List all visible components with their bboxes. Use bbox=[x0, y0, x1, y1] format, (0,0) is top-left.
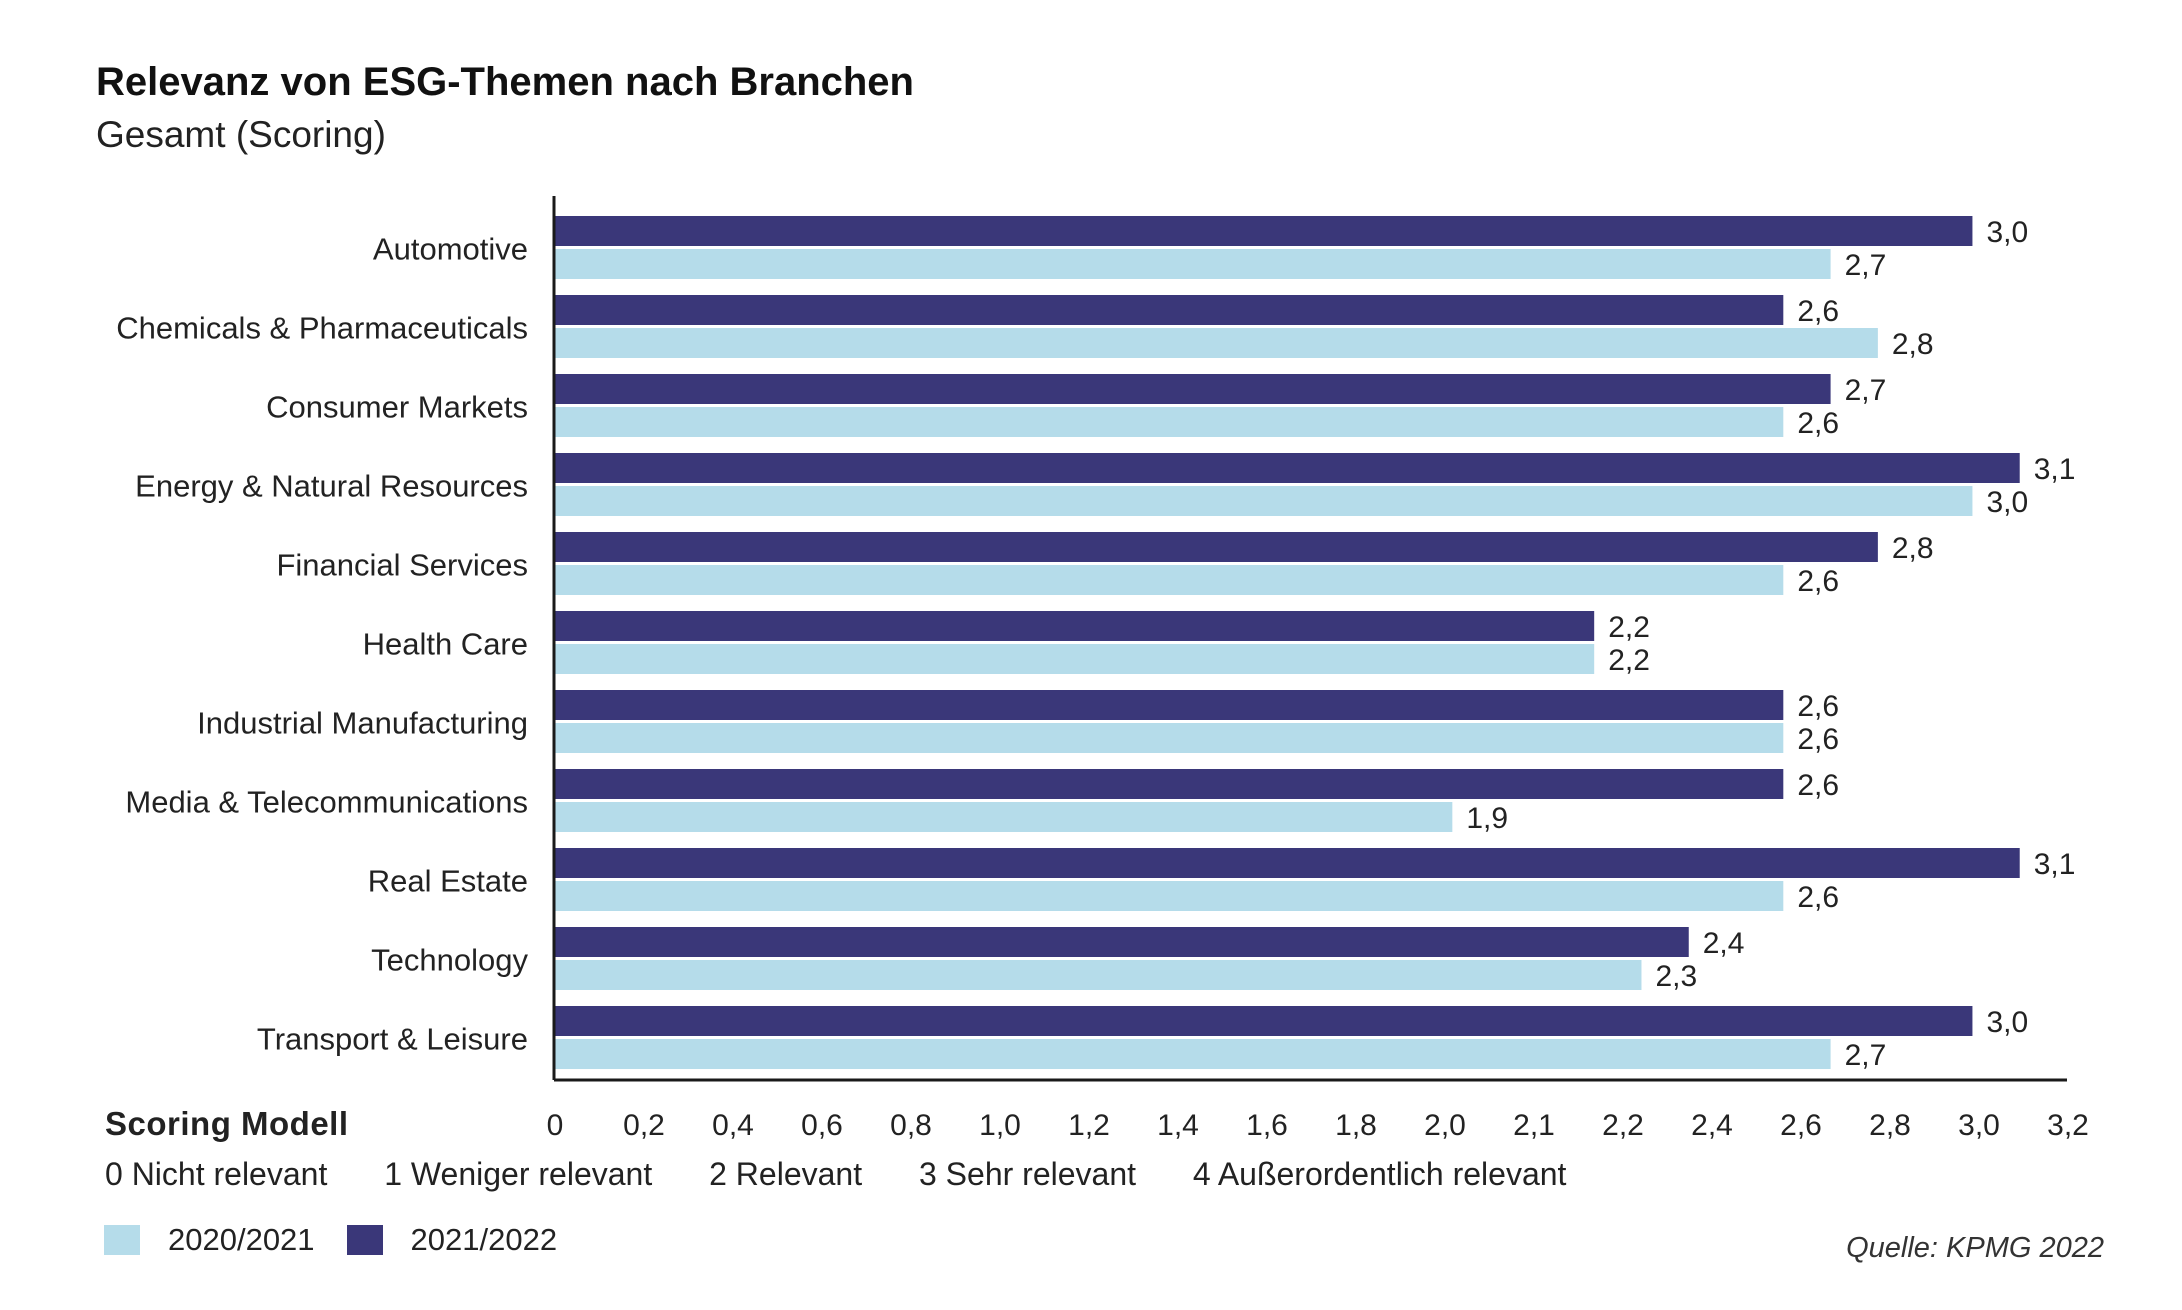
data-label: 2,6 bbox=[1797, 881, 1839, 914]
category-label: Real Estate bbox=[368, 864, 528, 899]
scoring-level: 0 Nicht relevant bbox=[105, 1156, 328, 1192]
data-label: 2,4 bbox=[1703, 927, 1745, 960]
x-tick-label: 1,2 bbox=[1068, 1109, 1110, 1142]
legend-label: 2020/2021 bbox=[168, 1222, 315, 1257]
bar-2020-2021 bbox=[554, 881, 1784, 911]
data-label: 2,2 bbox=[1608, 644, 1650, 677]
data-label: 3,1 bbox=[2034, 453, 2076, 486]
bar-2020-2021 bbox=[554, 802, 1453, 832]
chart-subtitle: Gesamt (Scoring) bbox=[96, 114, 386, 155]
x-tick-label: 2,4 bbox=[1691, 1109, 1733, 1142]
bar-2020-2021 bbox=[554, 328, 1878, 358]
data-label: 3,0 bbox=[1986, 486, 2028, 519]
bar-2021-2022 bbox=[554, 769, 1784, 799]
category-label: Consumer Markets bbox=[266, 390, 528, 425]
data-label: 2,7 bbox=[1845, 374, 1887, 407]
x-tick-label: 0,6 bbox=[801, 1109, 843, 1142]
x-tick-label: 2,0 bbox=[1424, 1109, 1466, 1142]
x-tick-label: 2,1 bbox=[1513, 1109, 1555, 1142]
bar-2021-2022 bbox=[554, 1006, 1973, 1036]
category-label: Industrial Manufacturing bbox=[197, 706, 528, 741]
bar-2021-2022 bbox=[554, 374, 1831, 404]
bar-2021-2022 bbox=[554, 295, 1784, 325]
data-label: 3,0 bbox=[1986, 1006, 2028, 1039]
bar-2021-2022 bbox=[554, 216, 1973, 246]
source-note: Quelle: KPMG 2022 bbox=[1846, 1232, 2104, 1264]
bar-2021-2022 bbox=[554, 611, 1595, 641]
data-label: 2,3 bbox=[1655, 960, 1697, 993]
x-tick-label: 2,8 bbox=[1869, 1109, 1911, 1142]
data-label: 2,6 bbox=[1797, 723, 1839, 756]
bar-2021-2022 bbox=[554, 927, 1689, 957]
x-tick-label: 3,0 bbox=[1958, 1109, 2000, 1142]
bar-2021-2022 bbox=[554, 690, 1784, 720]
data-label: 1,9 bbox=[1466, 802, 1508, 835]
legend-swatch bbox=[346, 1225, 383, 1255]
scoring-level: 3 Sehr relevant bbox=[918, 1156, 1136, 1192]
scoring-level: 1 Weniger relevant bbox=[384, 1156, 653, 1192]
x-tick-label: 1,4 bbox=[1157, 1109, 1199, 1142]
chart-title: Relevanz von ESG-Themen nach Branchen bbox=[96, 60, 914, 104]
data-label: 2,8 bbox=[1892, 328, 1934, 361]
category-label: Energy & Natural Resources bbox=[135, 469, 528, 504]
x-tick-label: 2,6 bbox=[1780, 1109, 1822, 1142]
data-label: 2,8 bbox=[1892, 532, 1934, 565]
bar-2020-2021 bbox=[554, 407, 1784, 437]
data-label: 2,6 bbox=[1797, 769, 1839, 802]
bar-2020-2021 bbox=[554, 723, 1784, 753]
x-tick-label: 3,2 bbox=[2047, 1109, 2089, 1142]
bar-2020-2021 bbox=[554, 960, 1642, 990]
x-tick-label: 1,8 bbox=[1335, 1109, 1377, 1142]
data-label: 3,1 bbox=[2034, 848, 2076, 881]
chart-legend: 2020/2021 2021/2022 bbox=[104, 1222, 589, 1258]
data-label: 3,0 bbox=[1986, 216, 2028, 249]
legend-item-2021-2022: 2021/2022 bbox=[346, 1222, 558, 1258]
x-tick-label: 2,2 bbox=[1602, 1109, 1644, 1142]
data-label: 2,6 bbox=[1797, 690, 1839, 723]
x-tick-label: 1,6 bbox=[1246, 1109, 1288, 1142]
legend-item-2020-2021: 2020/2021 bbox=[104, 1222, 315, 1258]
x-tick-label: 0,2 bbox=[623, 1109, 665, 1142]
x-tick-label: 0,4 bbox=[712, 1109, 754, 1142]
legend-label: 2021/2022 bbox=[410, 1222, 558, 1257]
data-label: 2,7 bbox=[1845, 249, 1887, 282]
bar-2021-2022 bbox=[554, 532, 1878, 562]
x-tick-label: 0,8 bbox=[890, 1109, 932, 1142]
data-label: 2,6 bbox=[1797, 407, 1839, 440]
category-label: Media & Telecommunications bbox=[125, 785, 528, 820]
category-label: Technology bbox=[371, 943, 528, 978]
category-label: Financial Services bbox=[276, 548, 528, 583]
scoring-level: 4 Außerordentlich relevant bbox=[1192, 1156, 1567, 1192]
scoring-level: 2 Relevant bbox=[709, 1156, 863, 1192]
bar-2020-2021 bbox=[554, 486, 1973, 516]
x-tick-label: 1,0 bbox=[979, 1109, 1021, 1142]
category-label: Health Care bbox=[363, 627, 528, 662]
data-label: 2,6 bbox=[1797, 295, 1839, 328]
data-label: 2,6 bbox=[1797, 565, 1839, 598]
data-label: 2,2 bbox=[1608, 611, 1650, 644]
bar-2020-2021 bbox=[554, 249, 1831, 279]
category-label: Chemicals & Pharmaceuticals bbox=[116, 311, 528, 346]
legend-swatch bbox=[104, 1225, 140, 1255]
bar-2021-2022 bbox=[554, 848, 2020, 878]
scoring-model-title: Scoring Modell bbox=[105, 1105, 349, 1142]
data-label: 2,7 bbox=[1845, 1039, 1887, 1072]
bar-2021-2022 bbox=[554, 453, 2020, 483]
x-tick-label: 0 bbox=[547, 1109, 564, 1142]
bar-2020-2021 bbox=[554, 565, 1784, 595]
category-label: Transport & Leisure bbox=[257, 1022, 528, 1057]
bar-2020-2021 bbox=[554, 1039, 1831, 1069]
scoring-model-levels: 0 Nicht relevant 1 Weniger relevant 2 Re… bbox=[105, 1156, 1614, 1193]
category-label: Automotive bbox=[373, 232, 528, 267]
bar-2020-2021 bbox=[554, 644, 1595, 674]
